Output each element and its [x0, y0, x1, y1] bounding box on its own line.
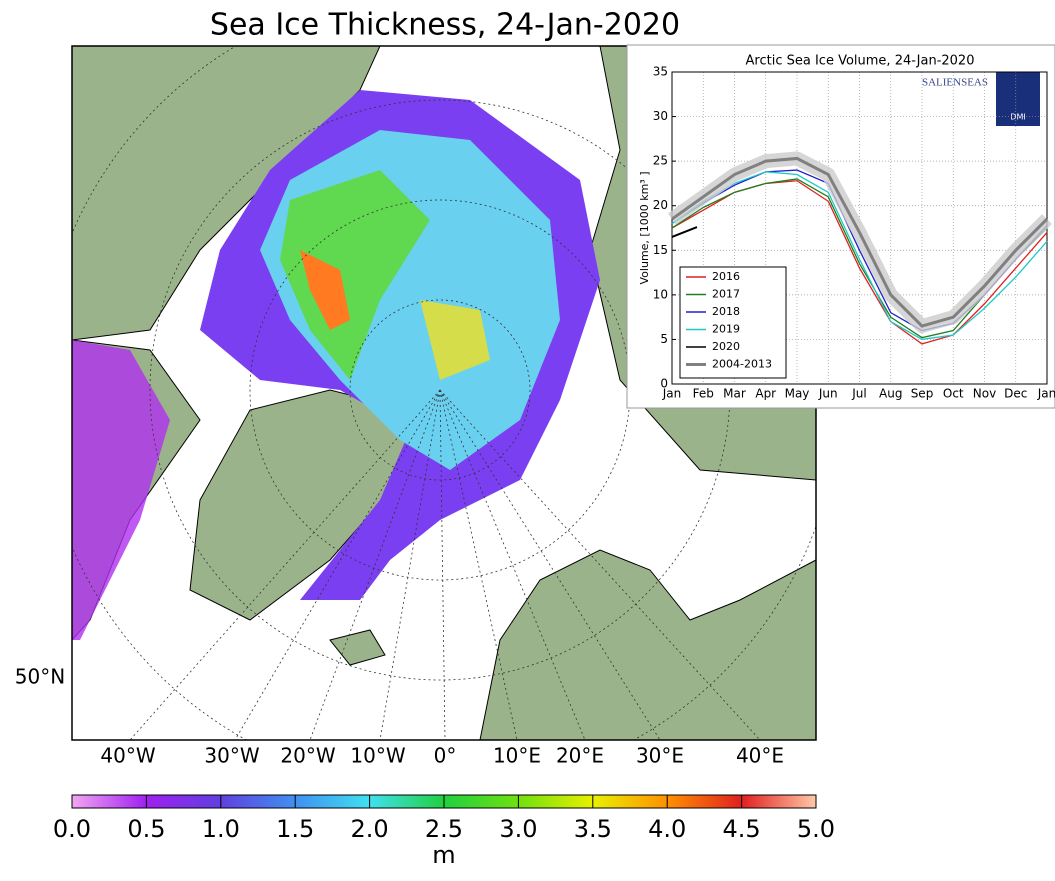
x-tick-label: Jan: [662, 387, 682, 401]
legend-label: 2020: [712, 340, 740, 353]
lon-label: 0°: [434, 744, 457, 768]
x-tick-label: Oct: [943, 387, 964, 401]
y-tick-label: 0: [660, 377, 668, 391]
ice-bering: [72, 340, 170, 640]
legend-label: 2017: [712, 288, 740, 301]
legend-box: [679, 266, 787, 379]
colorbar-tick-label: 1.5: [276, 815, 314, 843]
y-tick-label: 10: [653, 287, 668, 301]
lon-label: 30°W: [204, 744, 259, 768]
y-tick-label: 25: [653, 154, 668, 168]
map-title: Sea Ice Thickness, 24-Jan-2020: [210, 8, 680, 43]
y-axis-label: Volume, [1000 km³ ]: [638, 172, 651, 285]
colorbar-tick-label: 1.0: [202, 815, 240, 843]
colorbar-tick-label: 0.0: [53, 815, 91, 843]
colorbar-tick-label: 4.5: [723, 815, 761, 843]
x-tick-label: Aug: [879, 387, 902, 401]
ice-ridge: [420, 300, 490, 380]
ice-thickest: [300, 250, 350, 330]
land-scandinavia: [479, 549, 816, 740]
lon-label: 10°E: [493, 744, 541, 768]
lon-label: 30°E: [636, 744, 684, 768]
lon-label: 20°E: [556, 744, 604, 768]
x-tick-label: Apr: [755, 387, 776, 401]
lon-label: 40°W: [100, 744, 155, 768]
x-tick-label: Sep: [911, 387, 934, 401]
logo-box: [996, 72, 1040, 126]
colorbar-tick-label: 5.0: [797, 815, 835, 843]
legend-label: 2016: [712, 270, 740, 283]
y-tick-label: 30: [653, 109, 668, 123]
x-tick-label: Dec: [1004, 387, 1027, 401]
logo-text: SALIENSEAS: [922, 77, 988, 89]
colorbar-tick-label: 3.5: [574, 815, 612, 843]
colorbar-tick-label: 4.0: [648, 815, 686, 843]
land-canada: [72, 46, 381, 341]
lon-label: 20°W: [280, 744, 335, 768]
x-tick-label: Mar: [723, 387, 746, 401]
series-line: [671, 226, 698, 238]
y-tick-label: 15: [653, 243, 668, 257]
colorbar-tick-label: 2.0: [351, 815, 389, 843]
legend-label: 2019: [712, 323, 740, 336]
land-iceland: [329, 629, 386, 666]
y-tick-label: 35: [653, 65, 668, 79]
colorbar-tick-label: 0.5: [127, 815, 165, 843]
lon-label: 40°E: [736, 744, 784, 768]
lat-label: 50°N: [15, 665, 65, 689]
x-tick-label: Jan: [1037, 387, 1055, 401]
legend-label: 2018: [712, 305, 740, 318]
series-line: [671, 171, 1048, 341]
x-tick-label: May: [785, 387, 810, 401]
x-tick-label: Feb: [693, 387, 714, 401]
colorbar-label: m: [432, 841, 455, 869]
lon-label: 10°W: [350, 744, 405, 768]
colorbar-tick-label: 2.5: [425, 815, 463, 843]
x-tick-label: Nov: [973, 387, 996, 401]
logo-text: DMI: [1010, 113, 1025, 122]
chart-title: Arctic Sea Ice Volume, 24-Jan-2020: [746, 54, 975, 69]
legend-label: 2004-2013: [712, 358, 772, 371]
series-line: [671, 156, 1049, 328]
x-tick-label: Jul: [851, 387, 866, 401]
y-tick-label: 5: [660, 332, 668, 346]
ice-thick: [280, 170, 430, 380]
y-tick-label: 20: [653, 198, 668, 212]
colorbar-tick-label: 3.0: [499, 815, 537, 843]
x-tick-label: Jun: [818, 387, 838, 401]
